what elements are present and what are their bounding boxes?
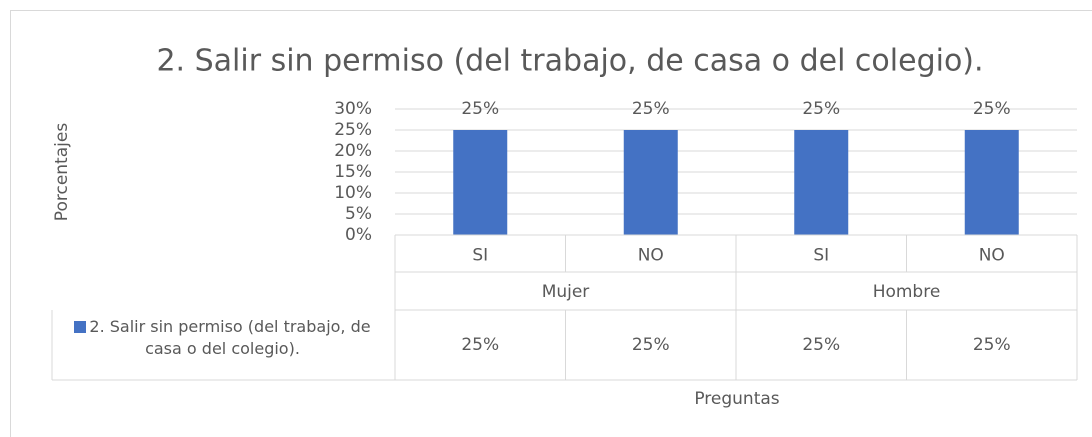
x-tick-label: SI xyxy=(813,246,829,266)
data-label: 25% xyxy=(802,99,840,119)
y-tick-label: 5% xyxy=(345,204,372,224)
table-value: 25% xyxy=(973,335,1011,355)
data-label: 25% xyxy=(632,99,670,119)
group-label: Mujer xyxy=(542,282,590,302)
x-tick-label: NO xyxy=(638,246,664,266)
data-label: 25% xyxy=(973,99,1011,119)
y-tick-label: 25% xyxy=(334,120,372,140)
group-label: Hombre xyxy=(873,282,941,302)
bar xyxy=(794,130,849,235)
table-value: 25% xyxy=(802,335,840,355)
y-axis-label: Porcentajes xyxy=(52,123,72,222)
x-axis-label: Preguntas xyxy=(694,389,779,409)
data-label: 25% xyxy=(461,99,499,119)
y-tick-label: 15% xyxy=(334,162,372,182)
y-tick-label: 10% xyxy=(334,183,372,203)
chart-title: 2. Salir sin permiso (del trabajo, de ca… xyxy=(156,44,983,79)
bar xyxy=(453,130,508,235)
y-tick-label: 30% xyxy=(334,99,372,119)
legend-label: 2. Salir sin permiso (del trabajo, de ca… xyxy=(89,317,371,358)
chart-border xyxy=(10,10,1092,437)
bar xyxy=(623,130,678,235)
x-tick-label: SI xyxy=(472,246,488,266)
x-tick-label: NO xyxy=(979,246,1005,266)
bar xyxy=(964,130,1019,235)
legend-entry: 2. Salir sin permiso (del trabajo, de ca… xyxy=(55,316,390,360)
table-value: 25% xyxy=(632,335,670,355)
table-value: 25% xyxy=(461,335,499,355)
y-tick-label: 20% xyxy=(334,141,372,161)
y-tick-label: 0% xyxy=(345,225,372,245)
legend-swatch xyxy=(74,321,87,333)
